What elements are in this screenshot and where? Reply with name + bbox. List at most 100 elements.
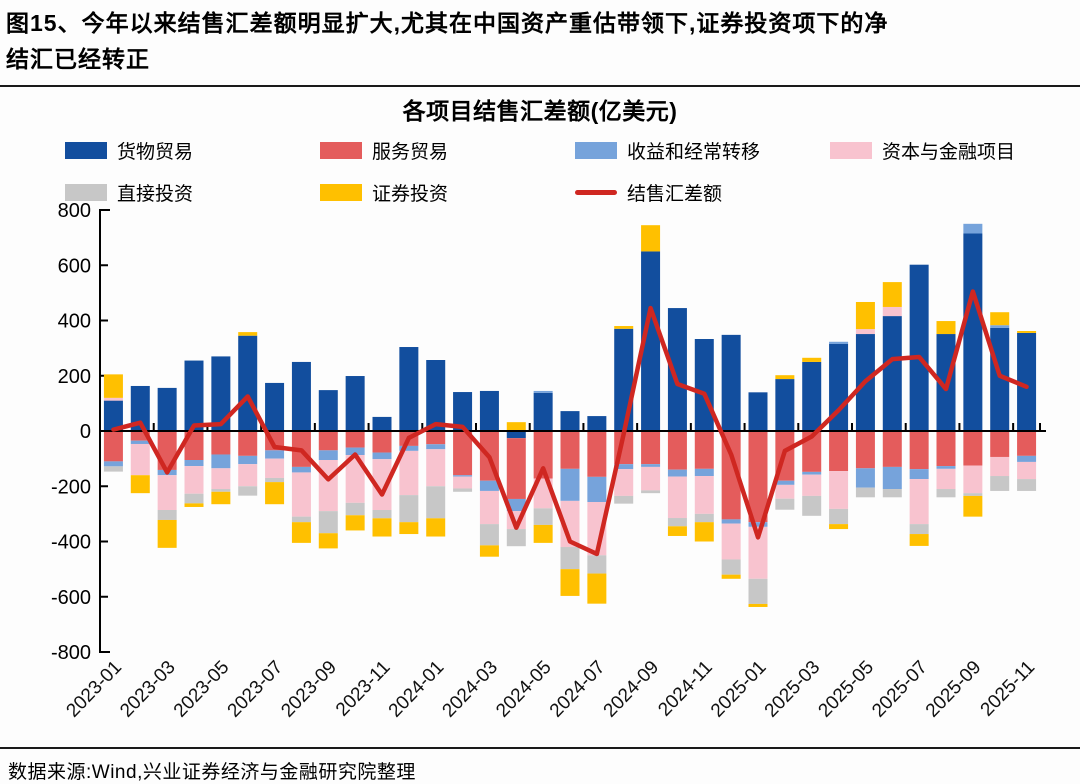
bar-segment (641, 490, 661, 494)
x-axis-label: 2025-07 (868, 657, 932, 722)
bar-segment (748, 603, 768, 607)
bar-segment (641, 466, 661, 491)
bar-segment (345, 431, 365, 448)
bar-segment (372, 510, 392, 519)
legend-color-swatch (320, 183, 362, 201)
bar-segment (372, 416, 392, 431)
bar-segment (372, 459, 392, 511)
legend-item-5: 直接投资 (65, 180, 193, 205)
x-axis-label: 2023-03 (116, 657, 180, 722)
bar-segment (184, 493, 204, 504)
balance-line (111, 289, 1029, 557)
bar-segment (882, 306, 902, 317)
y-axis-label: -800 (51, 642, 91, 664)
bar-segment (211, 491, 231, 505)
bar-segment (748, 431, 768, 523)
bar-segment (963, 431, 983, 466)
bar-segment (426, 486, 446, 519)
bar-segment (587, 573, 607, 604)
bar-segment (265, 482, 285, 505)
legend-label: 收益和经常转移 (627, 141, 761, 163)
bar-segment (238, 332, 258, 336)
bar-segment (318, 511, 338, 534)
bar-segment (103, 400, 123, 431)
bar-segment (426, 431, 446, 445)
figure-caption-line1: 图15、今年以来结售汇差额明显扩大,尤其在中国资产重估带领下,证券投资项下的净 (6, 10, 889, 36)
bar-segment (667, 431, 687, 470)
legend-color-swatch (575, 141, 617, 159)
data-source-note: 数据来源:Wind,兴业证券经济与金融研究院整理 (0, 747, 1080, 784)
y-axis: 800 600 400 200 0 -200 -400 -600 -800 (51, 200, 110, 664)
bar-segment (345, 447, 365, 456)
bar-segment (211, 431, 231, 455)
bar-segment (157, 387, 177, 431)
bar-segment (775, 379, 795, 431)
bar-segment (829, 508, 849, 525)
bar-segment (318, 431, 338, 451)
bar-segment (533, 508, 553, 525)
legend-row-2: 直接投资 证券投资 结售汇差额 (0, 180, 1080, 205)
bar-segment (426, 518, 446, 537)
x-axis-label: 2025-11 (977, 657, 1040, 721)
bar-segment (157, 510, 177, 520)
bar-segment (506, 438, 526, 499)
bar-segment (1017, 479, 1037, 491)
bar-segment (909, 431, 929, 470)
bar-segment (506, 498, 526, 512)
bar-segment (399, 347, 419, 431)
legend-color-swatch (65, 141, 107, 159)
bar-segment (426, 449, 446, 487)
bar-segment (238, 431, 258, 456)
bar-segment (694, 431, 714, 469)
bar-segment (802, 357, 822, 362)
bar-segment (184, 503, 204, 507)
x-axis-label: 2024-09 (600, 657, 664, 722)
bar-segment (372, 431, 392, 453)
bar-segment (184, 360, 204, 431)
bar-segment (533, 431, 553, 479)
bar-segment (157, 475, 177, 511)
bar-segment (614, 326, 634, 329)
legend-item-3: 收益和经常转移 (575, 138, 761, 163)
bar-segment (291, 466, 311, 473)
bar-segment (990, 431, 1010, 457)
bar-segment (560, 431, 580, 469)
y-axis-label: -400 (51, 532, 91, 554)
bar-segment (399, 522, 419, 535)
bar-segment (560, 468, 580, 501)
bar-segment (184, 460, 204, 467)
legend-line-swatch (575, 189, 617, 195)
figure-caption: 图15、今年以来结售汇差额明显扩大,尤其在中国资产重估带领下,证券投资项下的净 … (0, 0, 1080, 88)
x-axis-labels: 2023-012023-032023-052023-072023-092023-… (62, 657, 1039, 722)
x-axis-label: 2024-03 (438, 657, 502, 722)
bar-segment (453, 476, 473, 489)
bar-segment (721, 574, 741, 579)
bar-segment (211, 356, 231, 431)
bar-segment (721, 559, 741, 575)
bar-segment (130, 443, 150, 476)
bar-segment (587, 431, 607, 477)
bar-segment (667, 518, 687, 527)
bar-segment (855, 301, 875, 330)
bar-segment (560, 569, 580, 596)
y-axis-label: 200 (58, 366, 91, 388)
bar-segment (1017, 455, 1037, 462)
bar-segment (802, 495, 822, 516)
bar-segment (694, 476, 714, 514)
bar-segment (909, 264, 929, 431)
legend-color-swatch (830, 141, 872, 159)
bar-segment (721, 431, 741, 520)
bar-segment (614, 495, 634, 504)
y-axis-label: 600 (58, 255, 91, 277)
bar-segment (909, 479, 929, 525)
bar-segment (103, 431, 123, 462)
bar-segment (748, 526, 768, 579)
bar-segment (506, 431, 526, 439)
bar-segment (533, 524, 553, 543)
bar-segment (963, 223, 983, 234)
bar-segment (775, 498, 795, 510)
bar-segment (641, 431, 661, 465)
bar-segment (855, 329, 875, 335)
